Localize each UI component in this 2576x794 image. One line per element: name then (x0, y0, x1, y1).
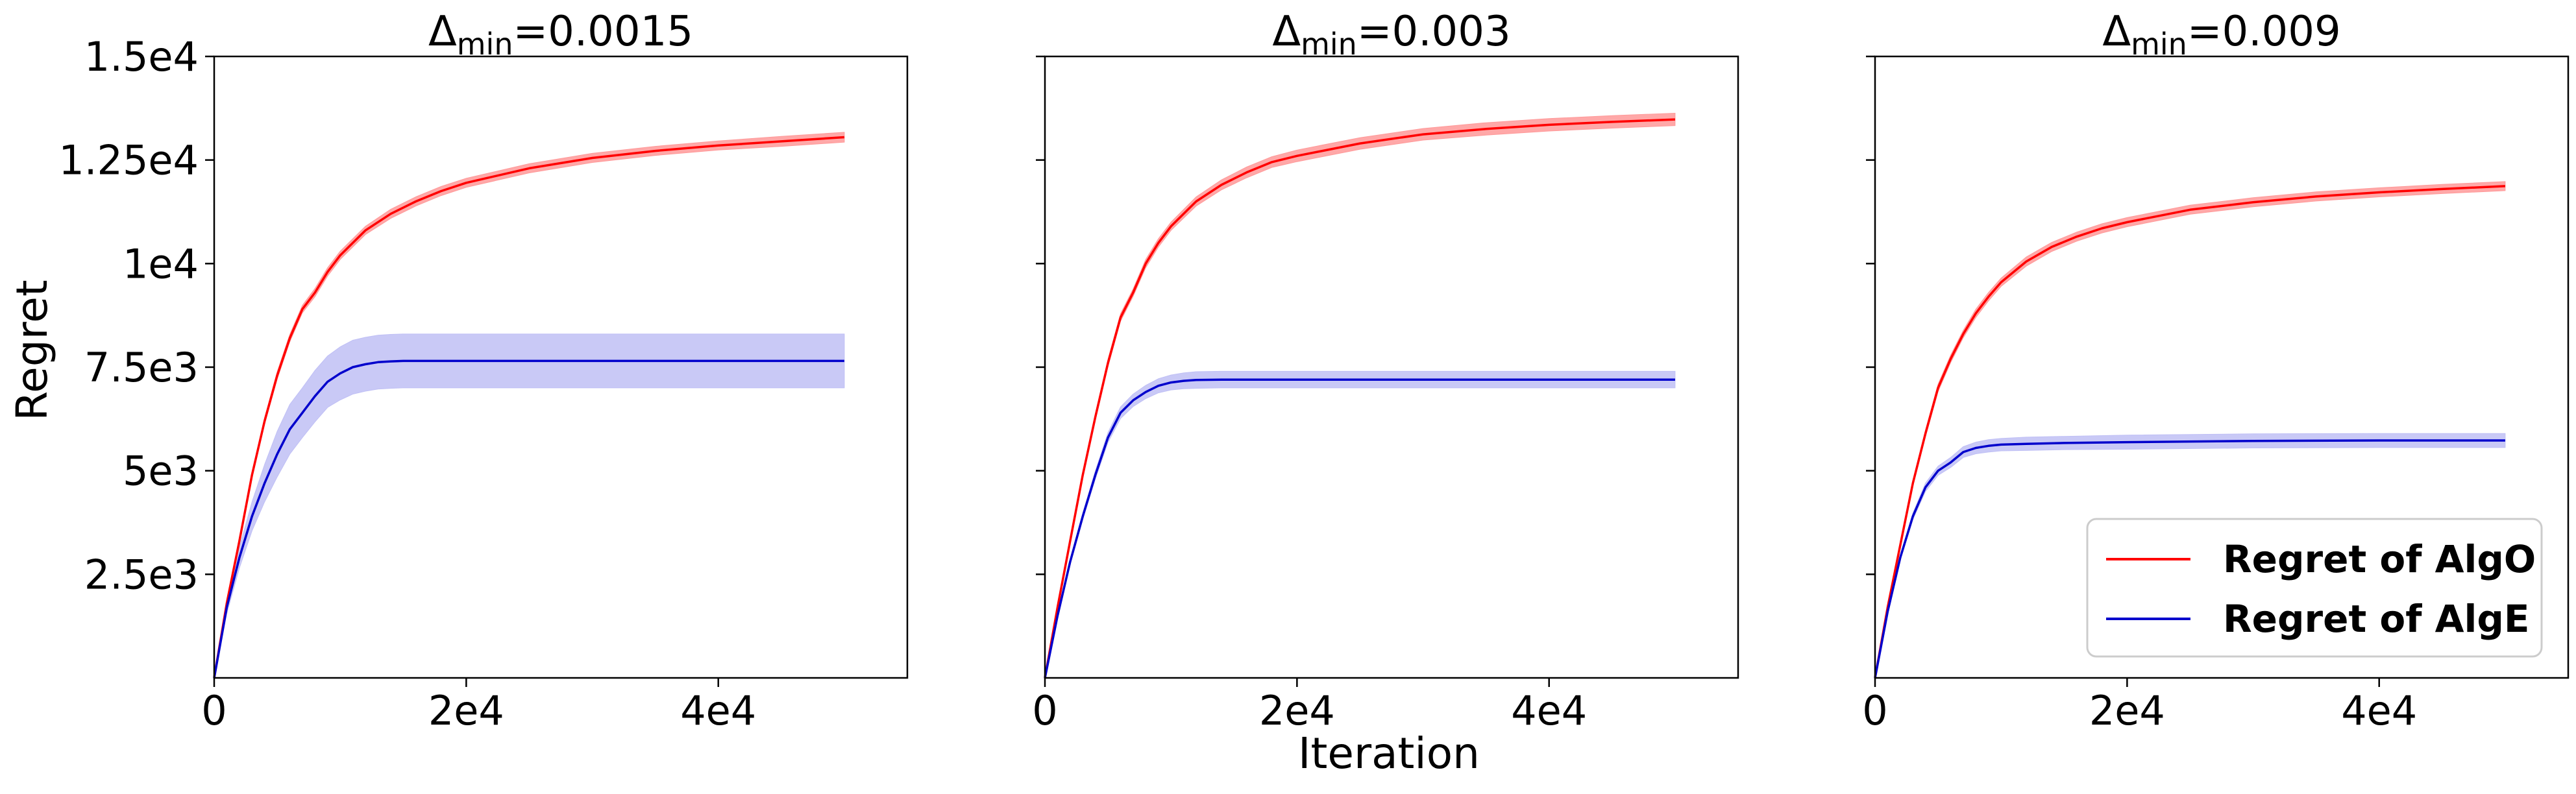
x-tick-label-1-panel-2: 0 (1032, 687, 1057, 734)
line-algo-panel-2 (1044, 118, 1675, 679)
x-tick-label-2-panel-3: 2e4 (2089, 687, 2165, 734)
panel-title-subscript-2: min (1301, 27, 1357, 62)
x-tick-label-2-panel-1: 2e4 (428, 687, 504, 734)
x-tick-label-2-panel-2: 2e4 (1259, 687, 1335, 734)
y-tick-label-5-panel-1: 1.25e4 (58, 137, 199, 184)
line-alge-panel-2 (1044, 378, 1675, 679)
panel-title-symbol-3: Δ (2102, 8, 2131, 56)
y-tick-label-2-panel-1: 5e3 (123, 448, 199, 495)
y-tick-label-6-panel-1: 1.5e4 (84, 33, 199, 80)
y-tick-label-1-panel-1: 2.5e3 (84, 551, 199, 598)
y-tick-label-3-panel-1: 7.5e3 (84, 344, 199, 391)
panel-title-value-2: =0.003 (1357, 8, 1511, 56)
panels-layer: 0 2e4 4e42.5e35e37.5e31e41.25e41.5e4Δmin=0… (58, 8, 2570, 734)
panel-2: 0 2e4 4e4 Δmin=0.003 (1032, 8, 1739, 734)
x-tick-label-3-panel-1: 4e4 (680, 687, 756, 734)
x-tick-label-3-panel-2: 4e4 (1511, 687, 1587, 734)
panel-title-2: Δmin=0.003 (1272, 8, 1510, 62)
panel-1: 0 2e4 4e4 2.5e3 5e3 7.5e3 1e4 1.25e4 1.5e4 Δmin=0… (58, 8, 909, 734)
legend-label-algo: Regret of AlgO (2223, 537, 2536, 581)
panel-title-subscript-3: min (2131, 27, 2187, 62)
x-tick-label-3-panel-3: 4e4 (2341, 687, 2417, 734)
legend: Regret of AlgO Regret of AlgE (2086, 518, 2543, 658)
panel-title-symbol-2: Δ (1272, 8, 1301, 56)
panel-title-value-1: =0.0015 (513, 8, 693, 56)
line-algo-panel-3 (1874, 185, 2505, 679)
line-alge-panel-3 (1874, 439, 2505, 679)
legend-label-alge: Regret of AlgE (2223, 597, 2530, 641)
panel-title-symbol-1: Δ (428, 8, 457, 56)
x-axis-label: Iteration (1298, 728, 1480, 778)
y-axis-label: Regret (7, 280, 57, 421)
line-algo-panel-1 (213, 136, 845, 679)
panel-title-1: Δmin=0.0015 (428, 8, 693, 62)
panel-title-subscript-1: min (457, 27, 513, 62)
x-tick-label-1-panel-1: 0 (201, 687, 227, 734)
panel-title-value-3: =0.009 (2187, 8, 2341, 56)
x-tick-label-1-panel-3: 0 (1862, 687, 1887, 734)
line-alge-panel-1 (213, 359, 844, 679)
y-tick-label-4-panel-1: 1e4 (123, 240, 199, 287)
legend-frame (2086, 518, 2543, 658)
panel-3: 0 2e4 4e4 Δmin=0.009 (1862, 8, 2570, 734)
panel-title-3: Δmin=0.009 (2102, 8, 2340, 62)
